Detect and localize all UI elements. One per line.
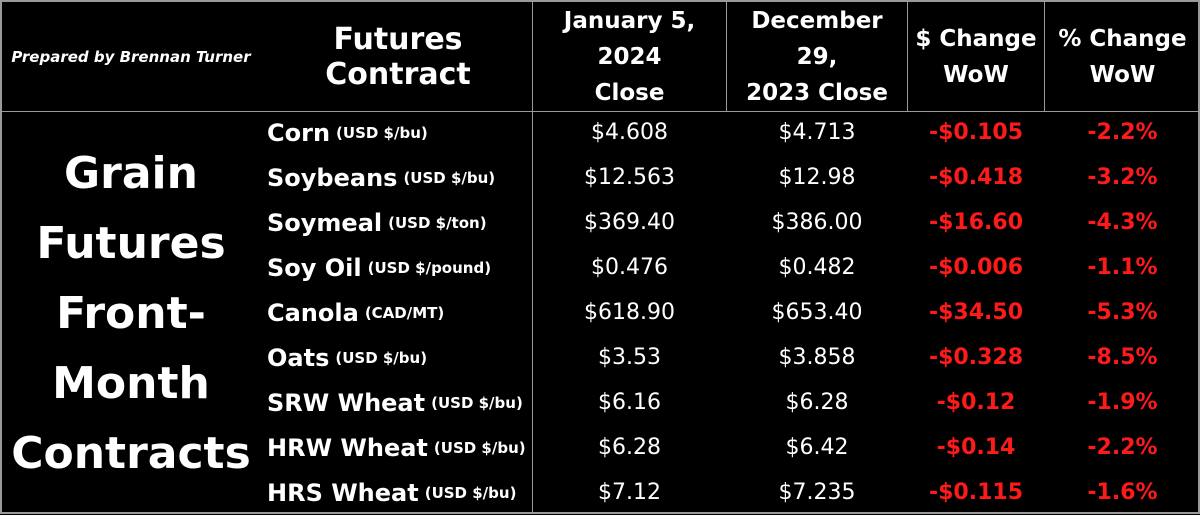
- percent-change-value: -2.2%: [1087, 120, 1158, 145]
- header-divider: [2, 111, 1198, 112]
- dec-close-value: $3.858: [778, 345, 856, 370]
- header-jan-line1: January 5, 2024: [563, 8, 696, 70]
- percent-change-value: -4.3%: [1087, 210, 1158, 235]
- dollar-change-value: -$0.328: [928, 345, 1024, 370]
- dec-close-value: $6.28: [785, 390, 849, 415]
- header-dec-close: December 29, 2023 Close: [727, 2, 907, 112]
- unit-label: (USD $/bu): [335, 348, 428, 367]
- unit-label: (USD $/bu): [424, 483, 517, 502]
- commodity-label: SRW Wheat: [267, 388, 426, 417]
- contract-name: SRW Wheat (USD $/bu): [267, 380, 523, 425]
- percent-change-value: -2.2%: [1087, 435, 1158, 460]
- jan-close-value: $3.53: [598, 345, 661, 370]
- header-jan-close: January 5, 2024 Close: [533, 2, 726, 112]
- percent-change-value: -3.2%: [1087, 165, 1158, 190]
- contract-name: Soybeans (USD $/bu): [267, 155, 495, 200]
- dollar-change-value: -$0.418: [928, 165, 1024, 190]
- category-line: Contracts: [11, 428, 251, 479]
- unit-label: (USD $/bu): [336, 123, 428, 142]
- dec-close-value: $7.235: [778, 480, 856, 505]
- commodity-label: Corn: [267, 118, 331, 147]
- jan-close-value: $618.90: [584, 300, 675, 325]
- header-chg-line2: WoW: [943, 62, 1009, 88]
- prepared-by-label: Prepared by Brennan Turner: [11, 48, 251, 66]
- commodity-label: HRW Wheat: [267, 433, 428, 462]
- grid-line: [532, 112, 533, 514]
- unit-label: (USD $/bu): [403, 168, 496, 187]
- table-row: Soybeans (USD $/bu) $12.563 $12.98 -$0.41…: [2, 155, 1200, 200]
- commodity-label: Soybeans: [267, 163, 398, 192]
- category-line: Month: [52, 358, 210, 409]
- commodity-label: HRS Wheat: [267, 478, 419, 507]
- table-row: SRW Wheat (USD $/bu) $6.16 $6.28 -$0.12 -…: [2, 380, 1200, 425]
- header-chg-line1: $ Change: [915, 26, 1037, 52]
- commodity-label: Oats: [267, 343, 330, 372]
- header-pct-line2: WoW: [1089, 62, 1156, 88]
- category-line: Futures: [36, 218, 226, 269]
- header-percent-change: % Change WoW: [1045, 2, 1200, 112]
- contract-name: Corn (USD $/bu): [267, 110, 428, 155]
- dec-close-value: $4.713: [778, 120, 856, 145]
- dec-close-value: $0.482: [778, 255, 856, 280]
- unit-label: (USD $/bu): [433, 438, 526, 457]
- header-dec-line2: 2023 Close: [746, 80, 888, 106]
- jan-close-value: $7.12: [598, 480, 661, 505]
- dollar-change-value: -$0.12: [936, 390, 1016, 415]
- unit-label: (USD $/ton): [388, 213, 487, 232]
- contract-name: HRS Wheat (USD $/bu): [267, 470, 516, 515]
- table-row: Oats (USD $/bu) $3.53 $3.858 -$0.328 -8.5…: [2, 335, 1200, 380]
- percent-change-value: -8.5%: [1087, 345, 1158, 370]
- unit-label: (USD $/pound): [367, 258, 492, 277]
- contract-name: Soy Oil (USD $/pound): [267, 245, 491, 290]
- dec-close-value: $12.98: [778, 165, 856, 190]
- jan-close-value: $6.16: [598, 390, 661, 415]
- header-jan-line2: Close: [594, 80, 665, 106]
- contract-name: Soymeal (USD $/ton): [267, 200, 487, 245]
- dollar-change-value: -$16.60: [928, 210, 1024, 235]
- unit-label: (USD $/bu): [431, 393, 523, 412]
- category-line: Grain: [64, 148, 198, 199]
- percent-change-value: -1.6%: [1087, 480, 1158, 505]
- dec-close-value: $6.42: [785, 435, 849, 460]
- table-row: Soy Oil (USD $/pound) $0.476 $0.482 -$0.0…: [2, 245, 1200, 290]
- table-row: HRS Wheat (USD $/bu) $7.12 $7.235 -$0.115…: [2, 470, 1200, 515]
- commodity-label: Canola: [267, 298, 359, 327]
- header-dec-line1: December 29,: [751, 8, 883, 70]
- category-label: Grain Futures Front- Month Contracts: [2, 114, 260, 514]
- category-line: Front-: [56, 288, 206, 339]
- percent-change-value: -1.1%: [1087, 255, 1158, 280]
- table-row: HRW Wheat (USD $/bu) $6.28 $6.42 -$0.14 -…: [2, 425, 1200, 470]
- table-row: Soymeal (USD $/ton) $369.40 $386.00 -$16.…: [2, 200, 1200, 245]
- dollar-change-value: -$0.006: [928, 255, 1024, 280]
- contract-name: Canola (CAD/MT): [267, 290, 444, 335]
- dollar-change-value: -$0.14: [936, 435, 1016, 460]
- dec-close-value: $386.00: [771, 210, 863, 235]
- commodity-label: Soymeal: [267, 208, 383, 237]
- dollar-change-value: -$0.105: [928, 120, 1024, 145]
- table-row: Canola (CAD/MT) $618.90 $653.40 -$34.50 -…: [2, 290, 1200, 335]
- contract-name: HRW Wheat (USD $/bu): [267, 425, 526, 470]
- header-pct-line1: % Change: [1058, 26, 1187, 52]
- grid-line: [532, 2, 533, 112]
- jan-close-value: $4.608: [591, 120, 668, 145]
- dec-close-value: $653.40: [771, 300, 863, 325]
- table-row: Corn (USD $/bu) $4.608 $4.713 -$0.105 -2.…: [2, 110, 1200, 155]
- grid-line: [726, 2, 727, 112]
- header-futures-contract: Futures Contract: [325, 22, 471, 92]
- dollar-change-value: -$0.115: [928, 480, 1024, 505]
- grid-line: [907, 2, 908, 112]
- unit-label: (CAD/MT): [364, 303, 445, 322]
- jan-close-value: $12.563: [584, 165, 675, 190]
- jan-close-value: $0.476: [591, 255, 668, 280]
- commodity-label: Soy Oil: [267, 253, 362, 282]
- jan-close-value: $369.40: [584, 210, 675, 235]
- dollar-change-value: -$34.50: [928, 300, 1024, 325]
- jan-close-value: $6.28: [598, 435, 661, 460]
- contract-name: Oats (USD $/bu): [267, 335, 427, 380]
- grid-line: [1044, 2, 1045, 112]
- header-dollar-change: $ Change WoW: [908, 2, 1044, 112]
- percent-change-value: -1.9%: [1087, 390, 1158, 415]
- percent-change-value: -5.3%: [1087, 300, 1158, 325]
